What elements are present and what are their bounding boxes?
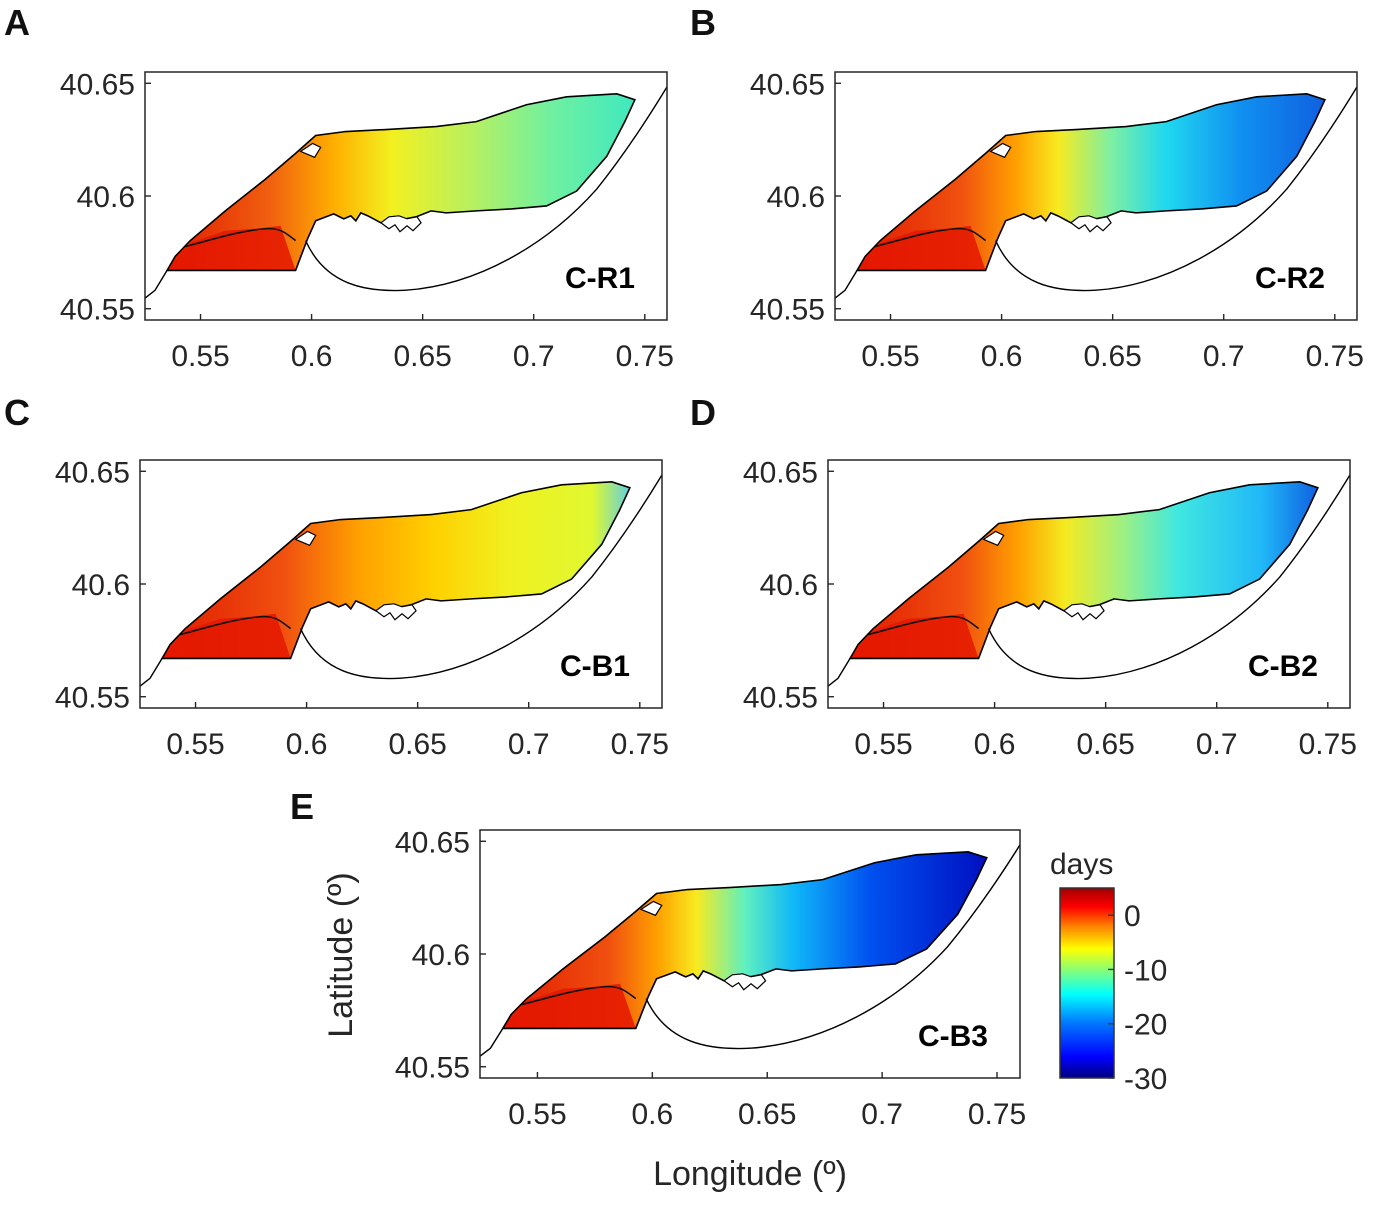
- x-tick-label: 0.6: [981, 340, 1023, 373]
- contour-line: [874, 227, 987, 248]
- harbor: [989, 142, 1012, 159]
- x-tick-label: 0.6: [974, 728, 1016, 761]
- scenario-label: C-R2: [1255, 262, 1325, 295]
- colorbar-title: days: [1050, 848, 1113, 881]
- islands: [1062, 603, 1105, 621]
- panel-letter: E: [290, 786, 315, 827]
- x-tick-label: 0.55: [171, 340, 229, 373]
- shore-line: [139, 658, 163, 687]
- contour-line: [179, 615, 292, 636]
- y-tick-label: 40.6: [72, 569, 130, 602]
- x-tick-label: 0.65: [388, 728, 446, 761]
- x-tick-label: 0.7: [508, 728, 550, 761]
- x-tick-label: 0.6: [631, 1098, 673, 1131]
- y-tick-label: 40.55: [55, 682, 130, 715]
- panel-letter: A: [4, 2, 30, 43]
- scenario-label: C-B1: [560, 650, 630, 683]
- y-tick-label: 40.65: [60, 68, 135, 101]
- mouth-zone: [502, 983, 636, 1029]
- sand-spit: [304, 86, 668, 292]
- x-tick-label: 0.7: [513, 340, 555, 373]
- contour-line: [184, 227, 297, 248]
- colorbar-tick-label: -10: [1124, 954, 1167, 987]
- panel-letter: D: [690, 392, 716, 433]
- x-tick-label: 0.7: [861, 1098, 903, 1131]
- x-tick-label: 0.55: [508, 1098, 566, 1131]
- harbor: [294, 530, 317, 547]
- x-tick-label: 0.65: [1083, 340, 1141, 373]
- shore-line: [834, 270, 858, 299]
- map-axes: 0.55 0.6 0.65 0.7 0.75 40.65 40.6 40.55 C-B2: [743, 456, 1357, 761]
- x-axis-title: Longitude (º): [653, 1155, 847, 1193]
- map-axes: 0.55 0.6 0.65 0.7 0.75 40.65 40.6 40.55 C-R1: [60, 68, 674, 373]
- contour-line: [867, 615, 980, 636]
- contour-line: [521, 985, 637, 1006]
- shore-line: [144, 270, 168, 299]
- panel-letter: B: [690, 2, 716, 43]
- colorbar: days 0 -10 -20 -30: [1050, 848, 1167, 1096]
- scenario-label: C-B2: [1248, 650, 1318, 683]
- y-tick-label: 40.55: [395, 1052, 470, 1085]
- x-tick-label: 0.75: [611, 728, 669, 761]
- panel-a: A: [0, 0, 690, 390]
- colorbar-tick-label: -30: [1124, 1063, 1167, 1096]
- x-tick-label: 0.6: [286, 728, 328, 761]
- x-tick-label: 0.7: [1196, 728, 1238, 761]
- y-tick-label: 40.55: [743, 682, 818, 715]
- y-tick-label: 40.6: [767, 181, 825, 214]
- x-tick-label: 0.75: [616, 340, 674, 373]
- shore-line: [479, 1028, 504, 1057]
- harbor: [299, 142, 322, 159]
- x-tick-label: 0.75: [1299, 728, 1357, 761]
- y-tick-label: 40.6: [760, 569, 818, 602]
- y-tick-label: 40.55: [60, 294, 135, 327]
- sand-spit: [299, 474, 663, 680]
- x-tick-label: 0.6: [291, 340, 333, 373]
- y-axis-title: Latitude (º): [322, 872, 360, 1038]
- scenario-label: C-R1: [565, 262, 635, 295]
- colorbar-tick-label: -20: [1124, 1009, 1167, 1042]
- sand-spit: [987, 474, 1351, 680]
- harbor: [639, 900, 663, 917]
- colorbar-tick-label: 0: [1124, 900, 1141, 933]
- islands: [374, 603, 417, 621]
- islands: [723, 973, 767, 991]
- sand-spit: [994, 86, 1358, 292]
- y-tick-label: 40.65: [743, 456, 818, 489]
- y-tick-label: 40.55: [750, 294, 825, 327]
- scenario-label: C-B3: [918, 1020, 988, 1053]
- y-tick-label: 40.65: [750, 68, 825, 101]
- shore-line: [827, 658, 851, 687]
- x-tick-label: 0.65: [1076, 728, 1134, 761]
- x-tick-label: 0.55: [166, 728, 224, 761]
- y-tick-label: 40.65: [395, 826, 470, 859]
- x-tick-label: 0.75: [968, 1098, 1026, 1131]
- map-axes: 0.55 0.6 0.65 0.7 0.75 40.65 40.6 40.55 C-B1: [55, 456, 669, 761]
- islands: [379, 215, 422, 233]
- mouth-zone: [167, 225, 296, 271]
- sand-spit: [645, 844, 1021, 1050]
- panel-letter: C: [4, 392, 30, 433]
- x-tick-label: 0.55: [854, 728, 912, 761]
- y-tick-label: 40.65: [55, 456, 130, 489]
- y-tick-label: 40.6: [77, 181, 135, 214]
- x-tick-label: 0.65: [393, 340, 451, 373]
- x-tick-label: 0.55: [861, 340, 919, 373]
- x-tick-label: 0.75: [1306, 340, 1364, 373]
- islands: [1069, 215, 1112, 233]
- map-axes: 0.55 0.6 0.65 0.7 0.75 40.65 40.6 40.55 C-R2: [750, 68, 1364, 373]
- mouth-zone: [857, 225, 986, 271]
- map-axes: 0.55 0.6 0.65 0.7 0.75 40.65 40.6 40.55 C-B3: [395, 826, 1026, 1131]
- x-tick-label: 0.65: [738, 1098, 796, 1131]
- mouth-zone: [850, 613, 979, 659]
- harbor: [982, 530, 1005, 547]
- mouth-zone: [162, 613, 291, 659]
- colorbar-gradient: [1059, 887, 1115, 1079]
- x-tick-label: 0.7: [1203, 340, 1245, 373]
- y-tick-label: 40.6: [412, 939, 470, 972]
